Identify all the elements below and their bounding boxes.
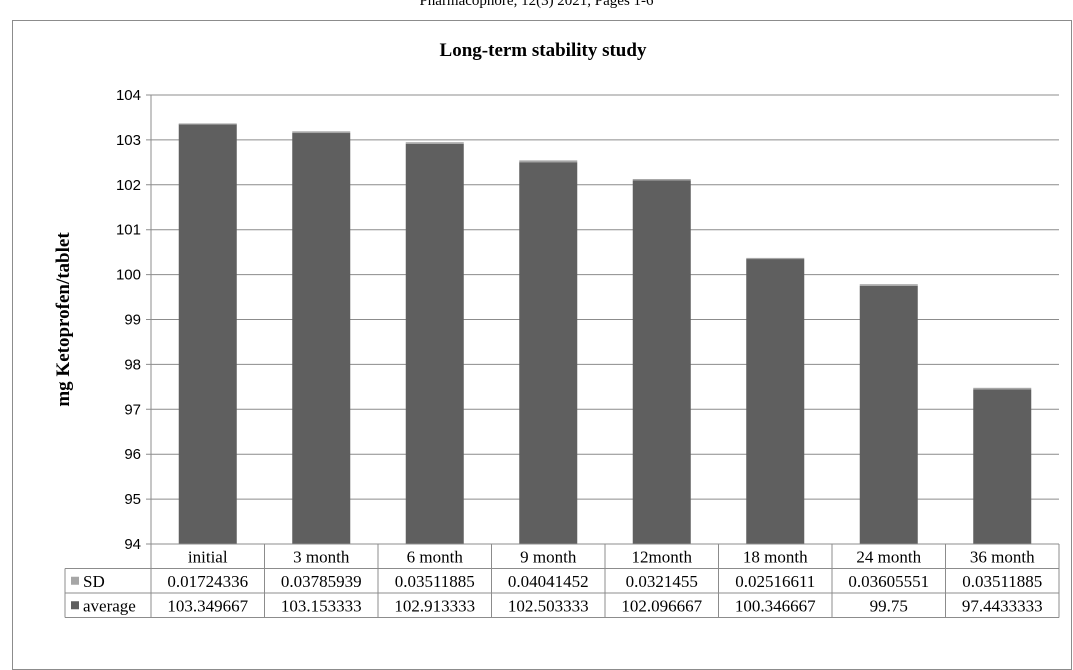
bar-average [405,143,464,544]
running-header: Pharmacophore, 12(3) 2021, Pages 1-6 [419,0,654,9]
bar-sd [405,142,464,144]
bar-average [632,180,691,544]
bar-average [973,389,1032,544]
table-value-average: 102.503333 [508,597,589,616]
x-category-label: 18 month [743,548,808,567]
bar-average [746,259,805,544]
chart-title: Long-term stability study [440,40,647,61]
y-tick-label: 98 [124,356,141,373]
y-tick-label: 96 [124,446,141,463]
y-tick-label: 102 [116,177,141,194]
table-value-sd: 0.03605551 [848,572,929,591]
legend-key-sd [71,576,79,585]
table-value-sd: 0.0321455 [626,572,698,591]
table-value-sd: 0.03511885 [395,572,475,591]
y-tick-label: 94 [124,536,141,553]
table-value-sd: 0.01724336 [167,572,248,591]
bar-sd [178,123,237,125]
chart-frame: Long-term stability study mg Ketoprofen/t… [12,20,1072,670]
table-value-sd: 0.02516611 [735,572,815,591]
bar-average [292,133,351,544]
y-tick-label: 99 [124,312,141,329]
table-value-average: 99.75 [870,597,908,616]
table-value-average: 103.349667 [167,597,248,616]
y-tick-label: 103 [116,132,141,149]
y-axis-label: mg Ketoprofen/tablet [53,232,74,407]
legend-key-average [71,601,79,610]
bar-sd [292,131,351,134]
bar-average [178,124,237,544]
bar-sd [973,387,1032,390]
legend-label-sd: SD [83,572,105,591]
bar-sd [632,179,691,181]
table-value-sd: 0.03511885 [962,572,1042,591]
bar-average [859,285,918,544]
table-value-average: 97.4433333 [962,597,1043,616]
table-value-sd: 0.04041452 [508,572,589,591]
x-category-label: 3 month [293,548,350,567]
table-value-average: 100.346667 [735,597,816,616]
x-category-label: 12month [632,548,693,567]
legend-label-average: average [83,597,136,616]
bar-average [519,162,578,544]
table-value-sd: 0.03785939 [281,572,362,591]
table-value-average: 102.096667 [621,597,702,616]
table-value-average: 102.913333 [394,597,475,616]
bar-chart: Long-term stability study mg Ketoprofen/t… [53,40,1060,618]
y-tick-label: 104 [116,87,141,104]
y-tick-label: 97 [124,401,141,418]
y-tick-label: 100 [116,267,141,284]
bar-sd [859,284,918,286]
bar-sd [746,257,805,260]
bar-sd [519,160,578,163]
y-tick-label: 95 [124,491,141,508]
x-category-label: 24 month [856,548,921,567]
x-category-label: 9 month [520,548,577,567]
x-category-label: 36 month [970,548,1035,567]
x-category-label: 6 month [407,548,464,567]
y-tick-label: 101 [116,222,141,239]
table-value-average: 103.153333 [281,597,362,616]
x-category-label: initial [188,548,228,567]
